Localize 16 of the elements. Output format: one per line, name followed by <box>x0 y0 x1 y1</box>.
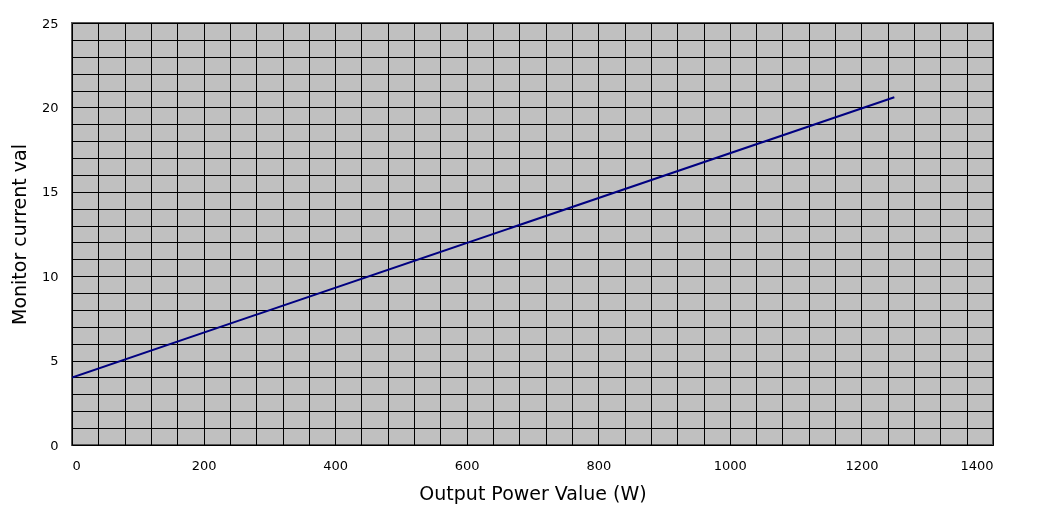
x-tick-label: 400 <box>323 457 349 473</box>
x-axis-title: Output Power Value (W) <box>419 481 647 504</box>
x-tick-label: 200 <box>191 457 217 473</box>
y-tick-label: 15 <box>41 184 59 200</box>
y-tick-label: 0 <box>50 437 59 453</box>
x-tick-label: 1200 <box>845 457 879 473</box>
y-axis-title: Monitor current val <box>7 143 30 326</box>
x-tick-label: 1400 <box>960 457 994 473</box>
x-tick-label: 0 <box>72 457 81 473</box>
x-tick-label: 600 <box>454 457 480 473</box>
x-tick-label: 1000 <box>713 457 747 473</box>
y-tick-label: 25 <box>41 15 59 31</box>
y-tick-label: 5 <box>50 353 59 369</box>
x-tick-label: 800 <box>586 457 612 473</box>
y-tick-label: 20 <box>41 99 59 115</box>
y-tick-label: 10 <box>41 268 59 284</box>
